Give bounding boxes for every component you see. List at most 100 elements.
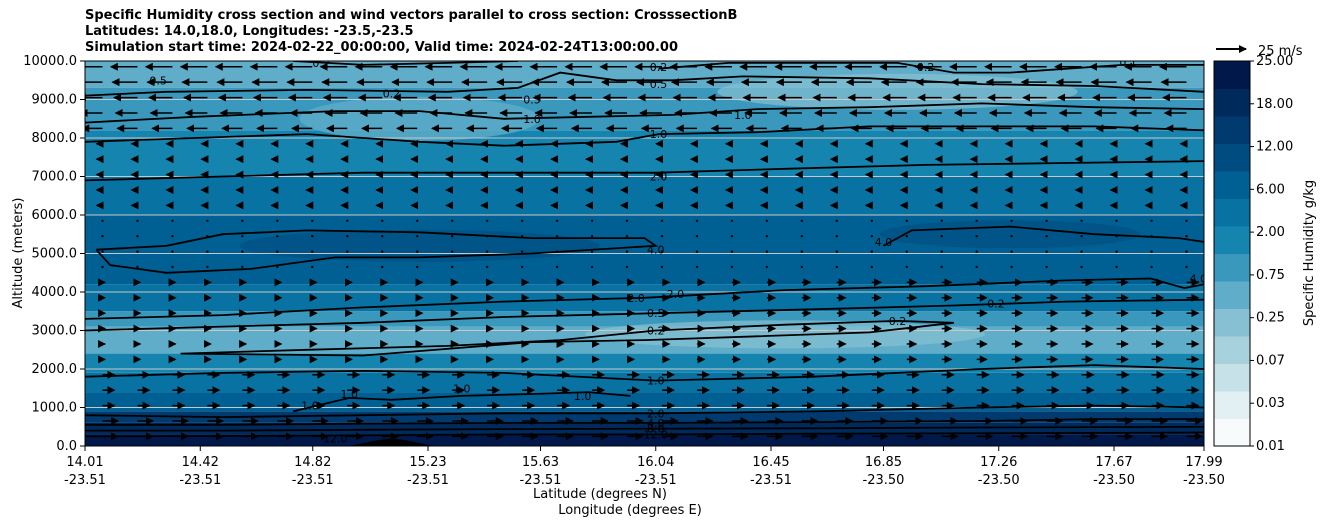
wind-vector <box>346 250 349 253</box>
humidity-band <box>85 411 1204 423</box>
wind-vector <box>695 219 699 222</box>
wind-vector <box>800 265 804 269</box>
x-tick-lat: 17.67 <box>1095 455 1132 470</box>
wind-vector <box>1080 234 1083 238</box>
wind-vector <box>241 265 244 269</box>
wind-vector <box>1185 234 1188 238</box>
contour-line-0.2 <box>180 319 954 357</box>
contour-line-0.5 <box>85 298 1204 332</box>
wind-vector <box>975 265 978 269</box>
colorbar-tick-label: 0.01 <box>1256 439 1285 454</box>
wind-vector <box>1185 265 1188 269</box>
contour-line-0.5 <box>85 71 1204 97</box>
wind-vector <box>520 234 524 238</box>
contour-label: 2.0 <box>650 171 668 184</box>
wind-vector <box>975 219 978 222</box>
humidity-band <box>85 372 1204 393</box>
wind-vector <box>870 234 873 238</box>
colorbar-tick-label: 0.03 <box>1256 396 1285 411</box>
y-tick-label: 0.0 <box>56 439 77 454</box>
x-axis-label-lon: Longitude (degrees E) <box>558 503 702 518</box>
wind-vector <box>800 250 804 253</box>
y-tick-label: 2000.0 <box>32 362 78 377</box>
humidity-band <box>85 434 1204 446</box>
contour-line-0.2 <box>293 61 519 66</box>
wind-vector <box>940 234 943 238</box>
colorbar-segment <box>1214 336 1250 364</box>
wind-vector <box>1010 234 1013 238</box>
wind-vector <box>241 219 244 222</box>
wind-vector <box>555 234 559 238</box>
wind-vector <box>1010 219 1013 222</box>
wind-vector <box>590 265 594 269</box>
contour-label: 1.0 <box>647 375 665 388</box>
colorbar-tick-label: 0.75 <box>1256 268 1285 283</box>
wind-vector <box>1115 265 1118 269</box>
wind-vector <box>346 265 349 269</box>
x-axis-label-lat: Latitude (degrees N) <box>533 487 667 502</box>
wind-vector <box>1185 250 1188 253</box>
wind-vector <box>1045 265 1048 269</box>
wind-vector <box>905 234 908 238</box>
wind-vector <box>206 265 209 269</box>
wind-vector <box>1115 234 1118 238</box>
colorbar-segment <box>1214 143 1250 172</box>
y-tick-label: 9000.0 <box>32 93 78 108</box>
wind-vector <box>940 219 943 222</box>
x-tick-lat: 16.04 <box>637 455 674 470</box>
wind-vector <box>870 265 873 269</box>
contour-label: 2.0 <box>647 407 665 420</box>
x-tick-lat: 17.26 <box>980 455 1017 470</box>
x-tick-lon: -23.51 <box>64 473 106 488</box>
wind-vector <box>416 219 419 222</box>
wind-vector <box>416 234 419 238</box>
wind-vector <box>381 265 384 269</box>
wind-vector <box>311 265 314 269</box>
wind-vector <box>171 234 174 238</box>
wind-vector <box>835 250 839 253</box>
contour-label: 1.0 <box>574 390 592 403</box>
contour-line-1.0 <box>292 391 631 413</box>
contour-line-1.0 <box>85 125 1204 147</box>
wind-vector <box>975 234 978 238</box>
x-tick-lon: -23.50 <box>863 473 905 488</box>
x-tick-lon: -23.51 <box>179 473 221 488</box>
wind-vector <box>346 234 349 238</box>
wind-vector <box>870 219 873 222</box>
wind-vector <box>730 234 734 238</box>
wind-vector <box>765 265 769 269</box>
contour-line-0.2 <box>658 62 1204 74</box>
colorbar-segment <box>1214 308 1250 337</box>
wind-vector <box>450 219 454 222</box>
colorbar-segment <box>1214 418 1250 447</box>
wind-vector <box>975 250 978 253</box>
x-tick-lat: 17.99 <box>1185 455 1222 470</box>
contour-label: 8.0 <box>647 423 665 436</box>
contour-label: 0.2 <box>383 88 401 101</box>
wind-vector <box>1115 219 1118 222</box>
x-axis: 14.01 -23.51 14.42 -23.51 14.82 -23.51 15.23 -2… <box>64 446 1225 488</box>
wind-vector <box>1150 219 1153 222</box>
colorbar-segment <box>1214 198 1250 227</box>
wind-vector <box>1080 250 1083 253</box>
wind-vector <box>206 234 209 238</box>
y-tick-label: 7000.0 <box>32 170 78 185</box>
wind-vector <box>136 250 139 253</box>
contour-label: 1.0 <box>734 109 752 122</box>
contour-line-1.0 <box>85 364 1204 382</box>
x-tick-lon: -23.51 <box>635 473 677 488</box>
x-tick-lat: 14.42 <box>182 455 219 470</box>
wind-vector <box>381 250 384 253</box>
wind-vector <box>381 219 384 222</box>
wind-vector <box>800 219 804 222</box>
contour-line-8.0 <box>85 425 1204 432</box>
wind-vector <box>1185 219 1188 222</box>
colorbar-tick-label: 0.25 <box>1256 311 1285 326</box>
wind-vector <box>1045 234 1048 238</box>
colorbar-segment <box>1214 171 1250 199</box>
wind-vector <box>695 265 699 269</box>
colorbar-tick-label: 2.00 <box>1256 225 1285 240</box>
wind-vector <box>660 250 664 253</box>
wind-vector <box>625 234 629 238</box>
